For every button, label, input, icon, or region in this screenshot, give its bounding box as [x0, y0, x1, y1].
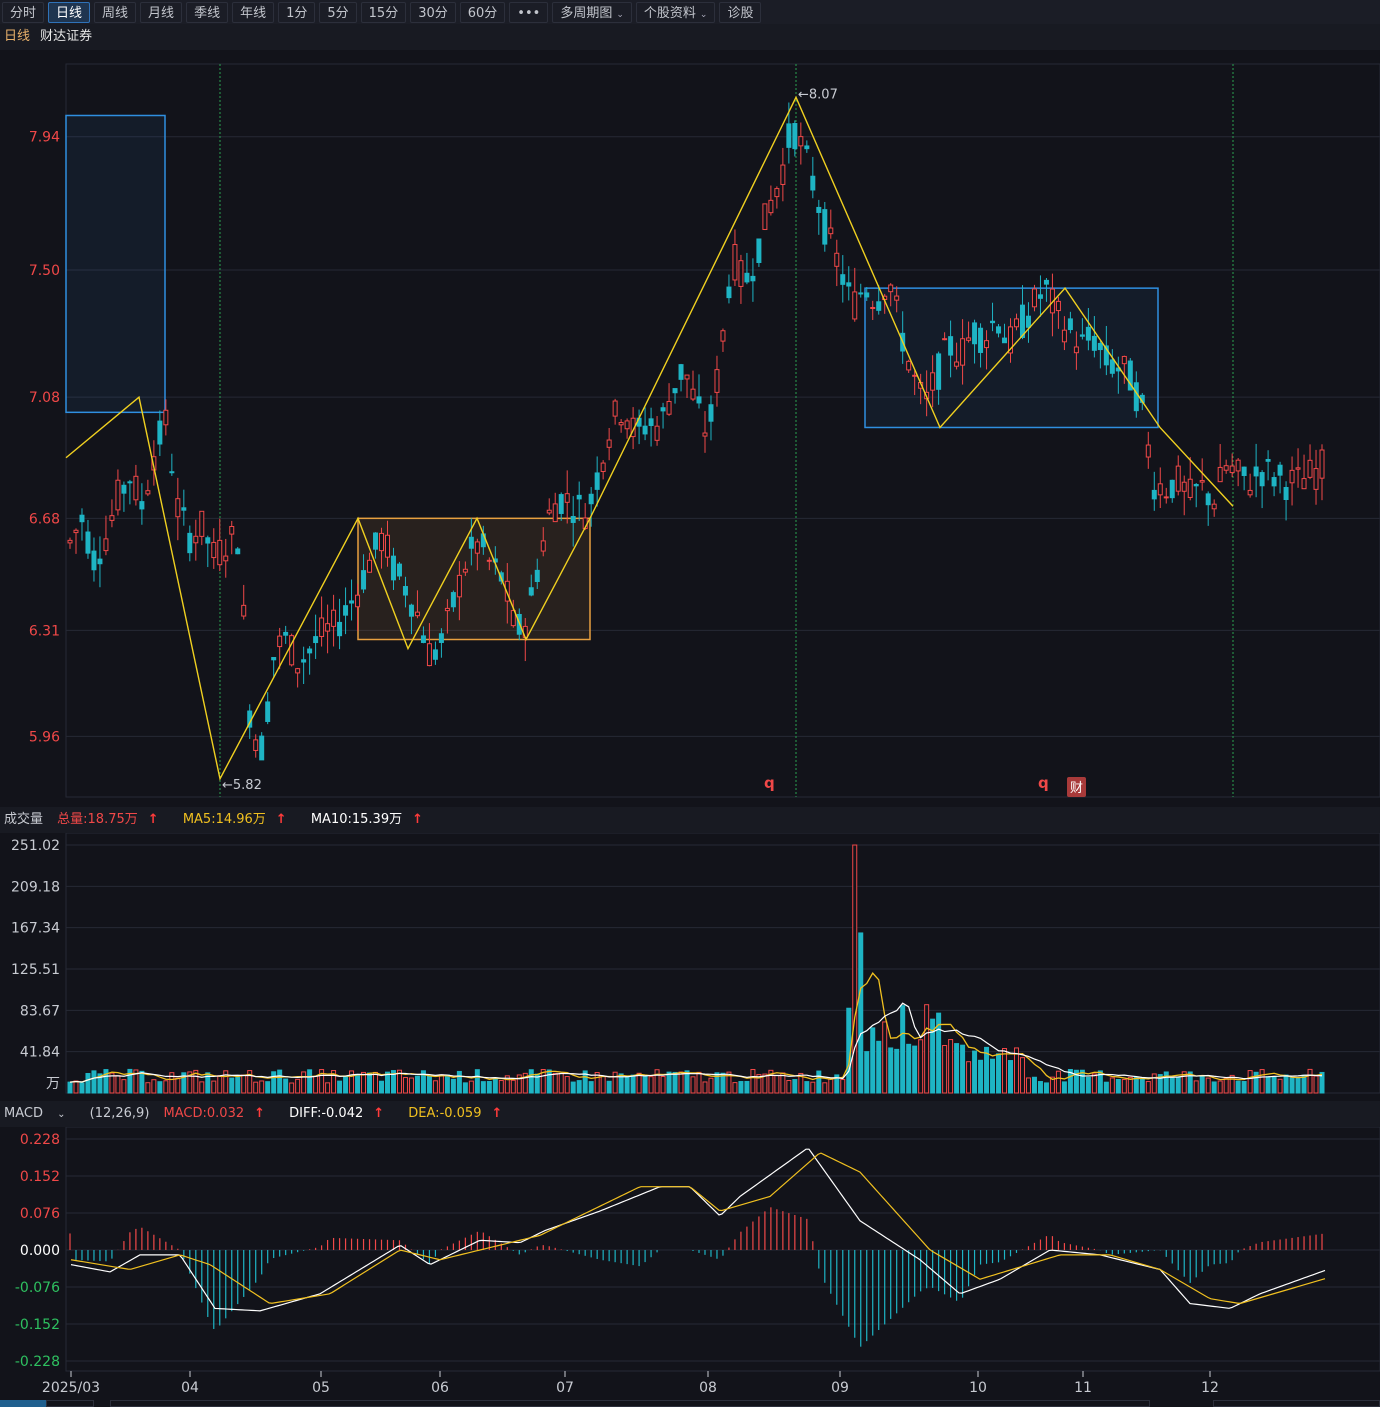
scrollbar-track[interactable]	[46, 1400, 94, 1407]
x-axis-label: 11	[1074, 1380, 1092, 1396]
svg-text:-0.076: -0.076	[15, 1280, 60, 1296]
svg-text:财: 财	[1070, 781, 1083, 796]
stock-name: 财达证券	[40, 29, 93, 44]
x-axis-label: 08	[699, 1380, 717, 1396]
low-price-marker: ←5.82	[222, 778, 262, 793]
svg-text:0.152: 0.152	[20, 1169, 60, 1185]
x-axis-label: 09	[831, 1380, 849, 1396]
period-button[interactable]: 1分	[278, 1, 316, 23]
x-axis-label: 06	[431, 1380, 449, 1396]
period-button[interactable]: •••	[509, 1, 549, 23]
chart-header: 日线 财达证券	[0, 24, 1380, 50]
period-toolbar: 分时 日线 周线 月线 季线 年线 1分 5分 15分 30分 60分 ••• 多周期图 ⌄ 个股资料 ⌄ 诊股	[0, 0, 1380, 24]
arrow-up-icon: ↑	[373, 1106, 385, 1121]
svg-text:41.84: 41.84	[20, 1045, 60, 1061]
x-axis-label: 2025/03	[42, 1380, 100, 1396]
chevron-down-icon: ⌄	[699, 9, 708, 20]
svg-text:7.94: 7.94	[29, 130, 60, 146]
svg-text:6.31: 6.31	[29, 623, 60, 639]
svg-text:6.68: 6.68	[29, 511, 60, 527]
svg-text:-0.152: -0.152	[15, 1317, 60, 1333]
period-button[interactable]: 月线	[140, 1, 183, 23]
finance-badge	[1067, 777, 1086, 797]
scrollbar-region-right[interactable]	[1213, 1400, 1380, 1407]
svg-text:83.67: 83.67	[20, 1003, 60, 1019]
period-button[interactable]: 个股资料 ⌄	[635, 1, 716, 23]
svg-text:209.18: 209.18	[11, 879, 60, 895]
dea-value: DEA:-0.059 ↑	[408, 1106, 503, 1121]
x-axis-label: 05	[312, 1380, 330, 1396]
x-axis-label: 10	[969, 1380, 987, 1396]
svg-text:5.96: 5.96	[29, 729, 60, 745]
period-button[interactable]: 5分	[319, 1, 357, 23]
volume-ma10: MA10:15.39万 ↑	[310, 812, 423, 827]
x-axis-label: 12	[1201, 1380, 1219, 1396]
period-button[interactable]: 15分	[360, 1, 407, 23]
volume-header: 成交量 总量:18.75万 ↑ MA5:14.96万 ↑ MA10:15.39万 ↑	[0, 807, 1380, 833]
svg-text:-0.228: -0.228	[15, 1354, 60, 1370]
high-price-marker: ←8.07	[798, 87, 838, 102]
arrow-up-icon: ↑	[147, 812, 159, 827]
period-button[interactable]: 诊股	[719, 1, 762, 23]
volume-chart[interactable]: 251.02 209.18 167.34 125.51 83.67 41.84 万	[0, 833, 1380, 1100]
scrollbar-thumb[interactable]	[0, 1400, 46, 1407]
event-marker-q: q	[764, 774, 775, 792]
macd-indicator-select[interactable]: MACD ⌄	[4, 1106, 66, 1121]
macd-value: MACD:0.032 ↑	[163, 1106, 266, 1121]
svg-text:万: 万	[46, 1076, 60, 1092]
svg-text:251.02: 251.02	[11, 838, 60, 854]
svg-text:0.000: 0.000	[20, 1243, 60, 1259]
period-button[interactable]: 年线	[232, 1, 275, 23]
blue-range-box	[65, 114, 166, 414]
period-button[interactable]: 30分	[410, 1, 456, 23]
period-button[interactable]: 60分	[459, 1, 506, 23]
volume-title: 成交量	[4, 812, 44, 827]
period-label: 日线	[4, 29, 31, 44]
x-axis-label: 07	[556, 1380, 574, 1396]
scrollbar-region[interactable]	[110, 1400, 1150, 1407]
event-marker-q: q	[1038, 774, 1049, 792]
svg-text:0.076: 0.076	[20, 1206, 60, 1222]
candlestick-chart[interactable]: 7.94 7.50 7.08 6.68 6.31 5.96 ←8.07 ←5.82 q q 财	[0, 50, 1380, 807]
diff-line	[70, 1148, 1326, 1312]
dea-line	[70, 1152, 1326, 1304]
arrow-up-icon: ↑	[412, 812, 423, 827]
period-button[interactable]: 季线	[186, 1, 229, 23]
macd-header: MACD ⌄ (12,26,9) MACD:0.032 ↑ DIFF:-0.042…	[0, 1101, 1380, 1127]
volume-ma5: MA5:14.96万 ↑	[182, 812, 287, 827]
svg-text:7.08: 7.08	[29, 390, 60, 406]
blue-range-box	[864, 287, 1159, 429]
diff-value: DIFF:-0.042 ↑	[289, 1106, 385, 1121]
svg-text:0.228: 0.228	[20, 1132, 60, 1148]
svg-text:7.50: 7.50	[29, 263, 60, 279]
chevron-down-icon: ⌄	[616, 9, 624, 20]
period-button[interactable]: 分时	[2, 1, 45, 23]
arrow-up-icon: ↑	[275, 812, 287, 827]
svg-text:167.34: 167.34	[11, 921, 60, 937]
arrow-up-icon: ↑	[254, 1106, 266, 1121]
chevron-down-icon: ⌄	[57, 1109, 66, 1120]
period-button[interactable]: 日线	[48, 1, 91, 23]
period-button[interactable]: 多周期图 ⌄	[552, 1, 632, 23]
macd-params: (12,26,9)	[89, 1106, 150, 1121]
svg-text:125.51: 125.51	[11, 962, 60, 978]
x-axis-label: 04	[181, 1380, 199, 1396]
macd-chart[interactable]: 0.228 0.152 0.076 0.000 -0.076 -0.152 -0.228 20…	[0, 1127, 1380, 1407]
period-button[interactable]: 周线	[94, 1, 137, 23]
arrow-up-icon: ↑	[491, 1106, 503, 1121]
volume-total: 总量:18.75万 ↑	[57, 812, 159, 827]
